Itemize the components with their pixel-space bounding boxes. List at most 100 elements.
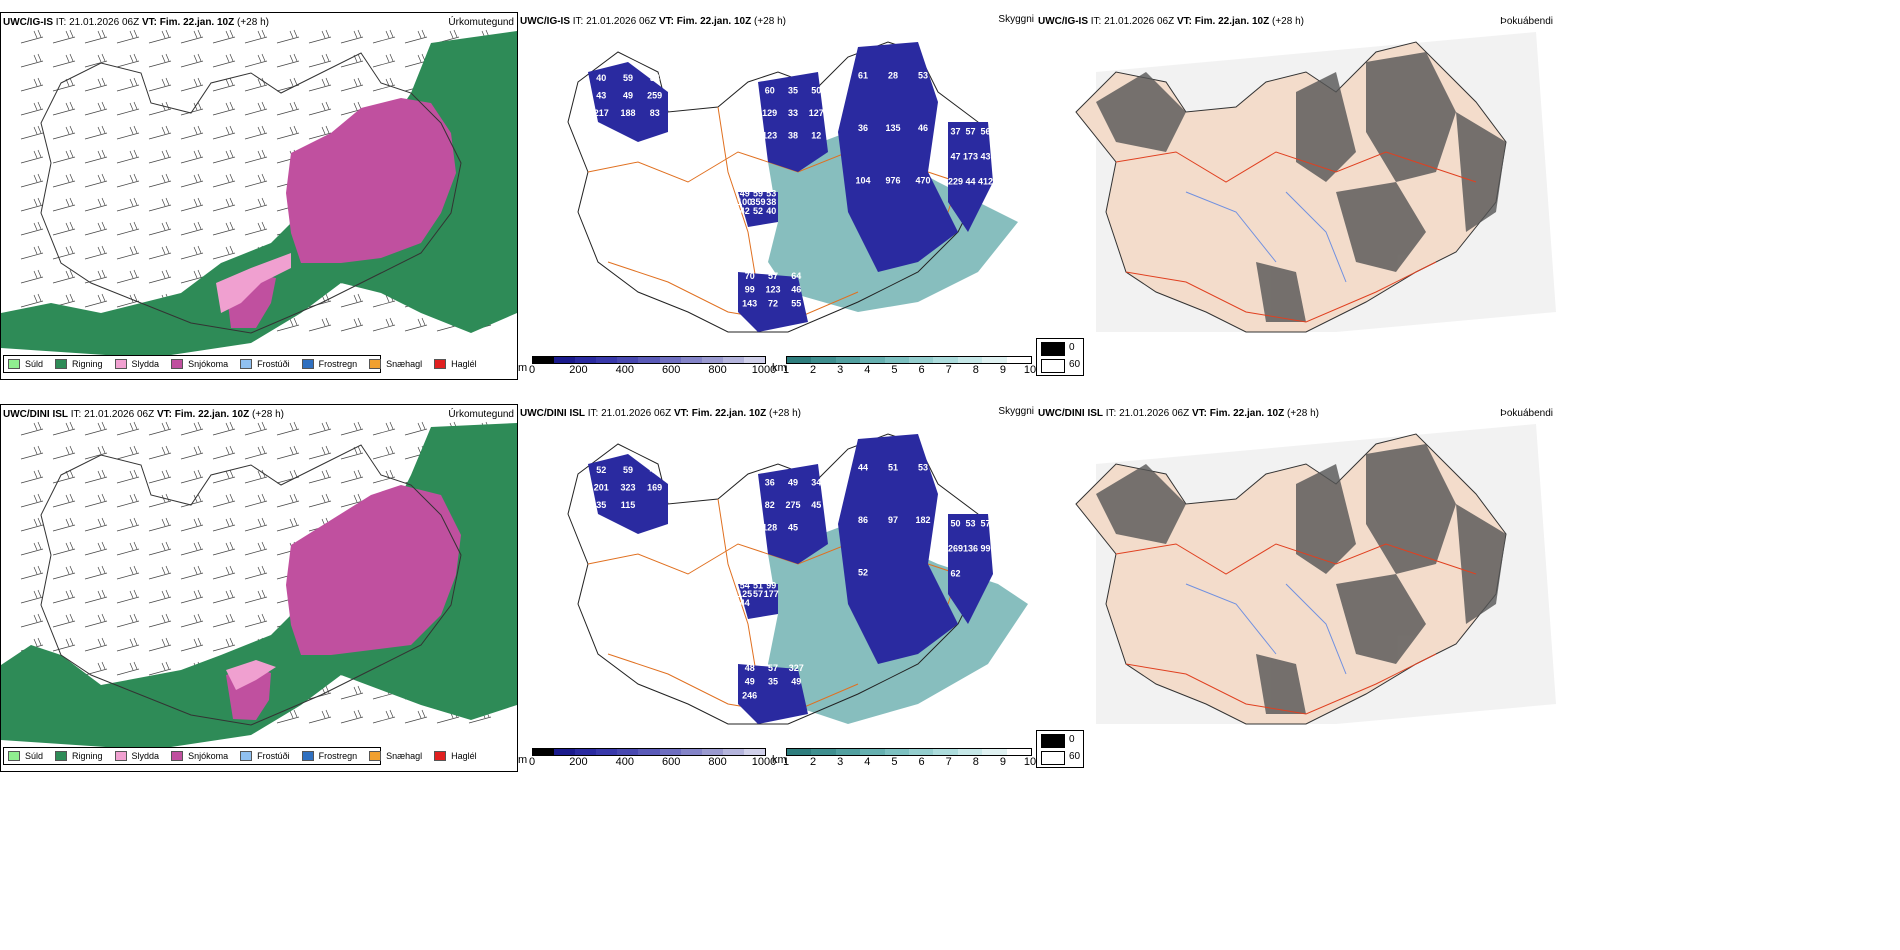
iceland-outline bbox=[40, 444, 462, 726]
legend-label: Frostregn bbox=[318, 359, 358, 369]
cloud-base-label: 49 bbox=[740, 188, 750, 198]
wind-barb bbox=[116, 589, 140, 604]
wind-barb bbox=[52, 221, 76, 236]
legend-item: Snjókoma bbox=[171, 751, 228, 761]
cloud-base-label: 327 bbox=[789, 663, 804, 673]
colorbar-tick: 2 bbox=[810, 756, 817, 768]
wind-barb bbox=[52, 101, 76, 116]
wind-barb bbox=[244, 29, 268, 44]
wind-barb bbox=[52, 149, 76, 164]
cloud-base-label: 50 bbox=[950, 519, 960, 529]
colorbar-tick: 5 bbox=[891, 364, 898, 376]
colorbar-tick: 4 bbox=[864, 756, 871, 768]
legend-label: Snæhagl bbox=[386, 359, 423, 369]
model-name: UWC/DINI ISL bbox=[1038, 408, 1103, 419]
legend-item: Frostregn bbox=[301, 751, 357, 761]
wind-barb bbox=[244, 149, 268, 164]
wind-barb bbox=[84, 245, 108, 260]
model-name: UWC/IG-IS bbox=[520, 16, 570, 27]
cloud-base-label: 143 bbox=[742, 298, 757, 308]
fog-title: Þokuábendi bbox=[1500, 16, 1553, 27]
cloud-base-label: 83 bbox=[650, 108, 660, 118]
wind-barb bbox=[20, 173, 44, 188]
wind-barb bbox=[148, 421, 172, 436]
wind-barb bbox=[244, 589, 268, 604]
cloud-base-label: 36 bbox=[765, 477, 775, 487]
wind-barb bbox=[84, 541, 108, 556]
legend-swatch bbox=[434, 359, 447, 369]
legend-label: Slydda bbox=[131, 751, 160, 761]
cloud-base-label: 10 bbox=[596, 125, 606, 135]
cloud-base-label: 50 bbox=[811, 85, 821, 95]
wind-barb bbox=[244, 541, 268, 556]
wind-barb bbox=[52, 53, 76, 68]
wind-barb bbox=[372, 53, 396, 68]
wind-barb bbox=[212, 445, 236, 460]
wind-barb bbox=[308, 29, 332, 44]
wind-barb bbox=[20, 53, 44, 68]
legend-item: Rigning bbox=[55, 751, 103, 761]
cloud-base-label: 44 bbox=[858, 462, 868, 472]
cloud-labels: 40 60 61 37 49 70 59 35 28 57 59 57 54 50 53 56 53 64 43 12… bbox=[594, 70, 993, 308]
wind-barb bbox=[52, 517, 76, 532]
wind-barb bbox=[340, 493, 364, 508]
cloud-base-label: 99 bbox=[980, 544, 990, 554]
wind-barb bbox=[148, 637, 172, 652]
wind-barb bbox=[116, 149, 140, 164]
colorbar-tick: 10 bbox=[1023, 756, 1036, 768]
legend-item: Súld bbox=[8, 359, 43, 369]
cloud-base-label: 53 bbox=[918, 462, 928, 472]
wind-barb bbox=[212, 221, 236, 236]
precip-type-panel-row1: UWC/IG-IS IT: 21.01.2026 06Z VT: Fim. 22… bbox=[0, 12, 518, 380]
wind-barb bbox=[180, 245, 204, 260]
wind-barb bbox=[340, 685, 364, 700]
colorbar-tick: 1 bbox=[782, 756, 790, 768]
wind-barb bbox=[340, 421, 364, 436]
roads bbox=[1115, 543, 1477, 715]
cloud-base-label: 44 bbox=[965, 177, 975, 187]
cloud-base-map: 40 60 61 37 49 70 59 35 28 57 59 57 54 50 53 56 53 64 43 12… bbox=[567, 41, 1018, 333]
fog-indicator-panel-row1: UWC/IG-IS IT: 21.01.2026 06Z VT: Fim. 22… bbox=[1036, 12, 1556, 380]
lead-time: (+28 h) bbox=[252, 409, 284, 420]
fog-map bbox=[1075, 424, 1556, 725]
wind-barb bbox=[84, 221, 108, 236]
cloud-base-label: 125 bbox=[737, 589, 752, 599]
init-time: 21.01.2026 06Z bbox=[84, 409, 155, 420]
valid-time: Fim. 22.jan. 10Z bbox=[174, 409, 250, 420]
sleet-area bbox=[216, 253, 291, 313]
wind-barb bbox=[212, 565, 236, 580]
legend-swatch bbox=[8, 751, 20, 761]
cloud-base-label: 52 bbox=[858, 567, 868, 577]
wind-barb bbox=[52, 77, 76, 92]
cloud-base-label: 49 bbox=[788, 477, 798, 487]
fog-swatch-black bbox=[1041, 734, 1065, 748]
legend-item: Frostregn bbox=[301, 359, 358, 369]
colorbar-tick: 10 bbox=[1023, 364, 1036, 376]
cloud-base-label: 49 bbox=[745, 677, 755, 687]
wind-barb bbox=[148, 173, 172, 188]
cloud-base-label: 48 bbox=[745, 663, 755, 673]
cloud-base-label: 53 bbox=[766, 188, 776, 198]
wind-barb bbox=[20, 589, 44, 604]
wind-barb bbox=[180, 29, 204, 44]
wind-barb bbox=[20, 541, 44, 556]
wind-barb bbox=[148, 445, 172, 460]
legend-swatch bbox=[55, 359, 68, 369]
wind-barb bbox=[244, 197, 268, 212]
legend-item: Haglél bbox=[434, 751, 477, 761]
wind-barb bbox=[212, 149, 236, 164]
colorbar-tick: 4 bbox=[864, 364, 871, 376]
wind-barb bbox=[116, 637, 140, 652]
cloud-base-label: 52 bbox=[753, 206, 763, 216]
legend-label: Snjókoma bbox=[188, 751, 229, 761]
legend-label: Snjókoma bbox=[188, 359, 229, 369]
legend-label: Slydda bbox=[131, 359, 160, 369]
wind-barb bbox=[52, 173, 76, 188]
cloud-base-label: 54 bbox=[650, 73, 660, 83]
cloud-base-label: 72 bbox=[768, 298, 778, 308]
wind-barb bbox=[308, 77, 332, 92]
cloud-base-label: 229 bbox=[948, 177, 963, 187]
cloud-base-label: 128 bbox=[762, 522, 777, 532]
wind-barb bbox=[180, 197, 204, 212]
visibility-colorbar: km 1 2 3 4 5 6 7 8 9 10 bbox=[772, 356, 1036, 378]
